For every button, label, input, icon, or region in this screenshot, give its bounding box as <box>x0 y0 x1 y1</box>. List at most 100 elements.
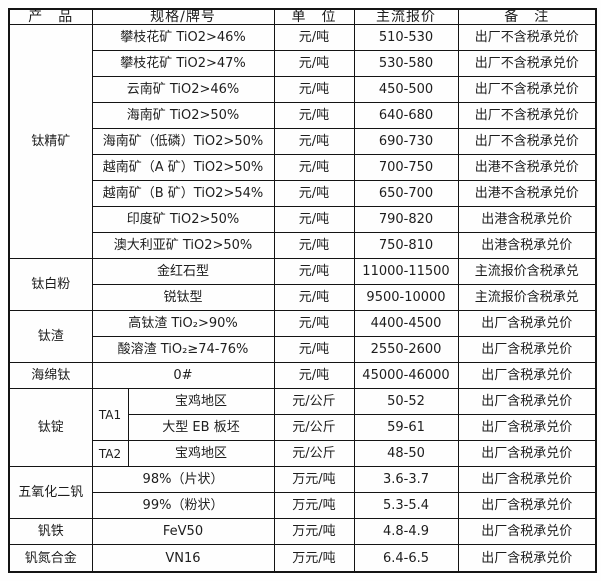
table-row: 攀枝花矿 TiO2>47% 元/吨 530-580 出厂不含税承兑价 <box>9 50 597 78</box>
spec-cell: 印度矿 TiO2>50% <box>91 206 275 234</box>
price-cell: 5.3-5.4 <box>353 492 459 520</box>
grade-cell: TA2 <box>91 440 129 468</box>
product-cell: 钛锭 <box>8 388 93 468</box>
spec-cell: 越南矿（A 矿）TiO2>50% <box>91 154 275 182</box>
product-cell: 钛精矿 <box>8 23 93 260</box>
unit-cell: 万元/吨 <box>273 544 355 573</box>
table-row: 云南矿 TiO2>46% 元/吨 450-500 出厂不含税承兑价 <box>9 76 597 104</box>
unit-cell: 元/吨 <box>273 154 355 182</box>
table-row: 大型 EB 板坯 元/公斤 59-61 出厂含税承兑价 <box>9 414 597 442</box>
table-row: 锐钛型 元/吨 9500-10000 主流报价含税承兑 <box>9 284 597 312</box>
spec-cell: 0# <box>91 362 275 390</box>
product-cell: 海绵钛 <box>8 362 93 390</box>
header-cell-spec: 规格/牌号 <box>91 8 275 25</box>
product-cell: 钒氮合金 <box>8 544 93 573</box>
note-cell: 出厂含税承兑价 <box>457 362 597 390</box>
unit-cell: 元/吨 <box>273 50 355 78</box>
table-row: 海南矿（低磷）TiO2>50% 元/吨 690-730 出厂不含税承兑价 <box>9 128 597 156</box>
table-row: 澳大利亚矿 TiO2>50% 元/吨 750-810 出港含税承兑价 <box>9 232 597 260</box>
note-cell: 出厂含税承兑价 <box>457 492 597 520</box>
note-cell: 出港不含税承兑价 <box>457 180 597 208</box>
table-row: 钛精矿 攀枝花矿 TiO2>46% 元/吨 510-530 出厂不含税承兑价 <box>8 23 597 260</box>
unit-cell: 元/吨 <box>273 362 355 390</box>
note-cell: 出厂含税承兑价 <box>457 518 597 546</box>
spec-cell: 金红石型 <box>91 258 275 286</box>
spec-cell: 海南矿 TiO2>50% <box>91 102 275 130</box>
note-cell: 出厂含税承兑价 <box>457 440 597 468</box>
price-cell: 11000-11500 <box>353 258 459 286</box>
price-cell: 750-810 <box>353 232 459 260</box>
note-cell: 出厂含税承兑价 <box>457 544 597 573</box>
unit-cell: 万元/吨 <box>273 492 355 520</box>
spec-cell: 99%（粉状） <box>91 492 275 520</box>
spec-cell: 攀枝花矿 TiO2>46% <box>91 23 275 52</box>
note-cell: 出厂不含税承兑价 <box>457 76 597 104</box>
note-cell: 出厂不含税承兑价 <box>457 128 597 156</box>
unit-cell: 元/公斤 <box>273 440 355 468</box>
price-cell: 48-50 <box>353 440 459 468</box>
product-cell: 钛渣 <box>8 310 93 364</box>
note-cell: 主流报价含税承兑 <box>457 284 597 312</box>
table-row: 钒铁 FeV50 万元/吨 4.8-4.9 出厂含税承兑价 <box>8 518 597 546</box>
price-cell: 9500-10000 <box>353 284 459 312</box>
header-cell-note: 备 注 <box>457 8 597 25</box>
unit-cell: 元/吨 <box>273 128 355 156</box>
unit-cell: 元/公斤 <box>273 388 355 416</box>
spec-cell: FeV50 <box>91 518 275 546</box>
note-cell: 出港不含税承兑价 <box>457 154 597 182</box>
spec-cell: 云南矿 TiO2>46% <box>91 76 275 104</box>
price-cell: 790-820 <box>353 206 459 234</box>
table-row: 钛白粉 金红石型 元/吨 11000-11500 主流报价含税承兑 <box>8 258 597 312</box>
note-cell: 出厂含税承兑价 <box>457 336 597 364</box>
product-cell: 钛白粉 <box>8 258 93 312</box>
table-row: 越南矿（A 矿）TiO2>50% 元/吨 700-750 出港不含税承兑价 <box>9 154 597 182</box>
unit-cell: 万元/吨 <box>273 518 355 546</box>
header-row: 产 品 规格/牌号 单 位 主流报价 备 注 <box>8 8 597 25</box>
table-row: 海南矿 TiO2>50% 元/吨 640-680 出厂不含税承兑价 <box>9 102 597 130</box>
grade-cell: TA1 <box>91 388 129 442</box>
note-cell: 出港含税承兑价 <box>457 232 597 260</box>
note-cell: 出港含税承兑价 <box>457 206 597 234</box>
table-row: 印度矿 TiO2>50% 元/吨 790-820 出港含税承兑价 <box>9 206 597 234</box>
spec-cell: 高钛渣 TiO₂>90% <box>91 310 275 338</box>
price-cell: 640-680 <box>353 102 459 130</box>
unit-cell: 元/吨 <box>273 180 355 208</box>
table-row: TA2 宝鸡地区 元/公斤 48-50 出厂含税承兑价 <box>9 440 597 468</box>
spec-cell: 越南矿（B 矿）TiO2>54% <box>91 180 275 208</box>
price-table: 产 品 规格/牌号 单 位 主流报价 备 注 钛精矿 攀枝花矿 TiO2>46% 元… <box>8 8 597 573</box>
table-row: 五氧化二钒 98%（片状） 万元/吨 3.6-3.7 出厂含税承兑价 <box>8 466 597 520</box>
unit-cell: 元/吨 <box>273 232 355 260</box>
unit-cell: 元/吨 <box>273 258 355 286</box>
header-cell-unit: 单 位 <box>273 8 355 25</box>
price-cell: 59-61 <box>353 414 459 442</box>
spec-cell: 宝鸡地区 <box>127 388 275 416</box>
table-row: 海绵钛 0# 元/吨 45000-46000 出厂含税承兑价 <box>8 362 597 390</box>
price-cell: 3.6-3.7 <box>353 466 459 494</box>
note-cell: 出厂不含税承兑价 <box>457 102 597 130</box>
table-row: 酸溶渣 TiO₂≥74-76% 元/吨 2550-2600 出厂含税承兑价 <box>9 336 597 364</box>
table-row: 钒氮合金 VN16 万元/吨 6.4-6.5 出厂含税承兑价 <box>8 544 597 573</box>
note-cell: 出厂含税承兑价 <box>457 310 597 338</box>
spec-cell: VN16 <box>91 544 275 573</box>
note-cell: 出厂含税承兑价 <box>457 414 597 442</box>
price-cell: 700-750 <box>353 154 459 182</box>
price-cell: 510-530 <box>353 23 459 52</box>
price-cell: 530-580 <box>353 50 459 78</box>
table-row: 越南矿（B 矿）TiO2>54% 元/吨 650-700 出港不含税承兑价 <box>9 180 597 208</box>
table-row: 钛锭 TA1 宝鸡地区 元/公斤 50-52 出厂含税承兑价 <box>8 388 597 468</box>
table-row: 钛渣 高钛渣 TiO₂>90% 元/吨 4400-4500 出厂含税承兑价 <box>8 310 597 364</box>
note-cell: 主流报价含税承兑 <box>457 258 597 286</box>
unit-cell: 元/吨 <box>273 206 355 234</box>
spec-cell: 宝鸡地区 <box>127 440 275 468</box>
unit-cell: 元/吨 <box>273 284 355 312</box>
spec-cell: 澳大利亚矿 TiO2>50% <box>91 232 275 260</box>
price-cell: 45000-46000 <box>353 362 459 390</box>
spec-cell: 海南矿（低磷）TiO2>50% <box>91 128 275 156</box>
unit-cell: 元/吨 <box>273 23 355 52</box>
table-row: 99%（粉状） 万元/吨 5.3-5.4 出厂含税承兑价 <box>9 492 597 520</box>
spec-cell: 大型 EB 板坯 <box>127 414 275 442</box>
spec-cell: 攀枝花矿 TiO2>47% <box>91 50 275 78</box>
spec-cell: 锐钛型 <box>91 284 275 312</box>
price-cell: 50-52 <box>353 388 459 416</box>
unit-cell: 元/公斤 <box>273 414 355 442</box>
